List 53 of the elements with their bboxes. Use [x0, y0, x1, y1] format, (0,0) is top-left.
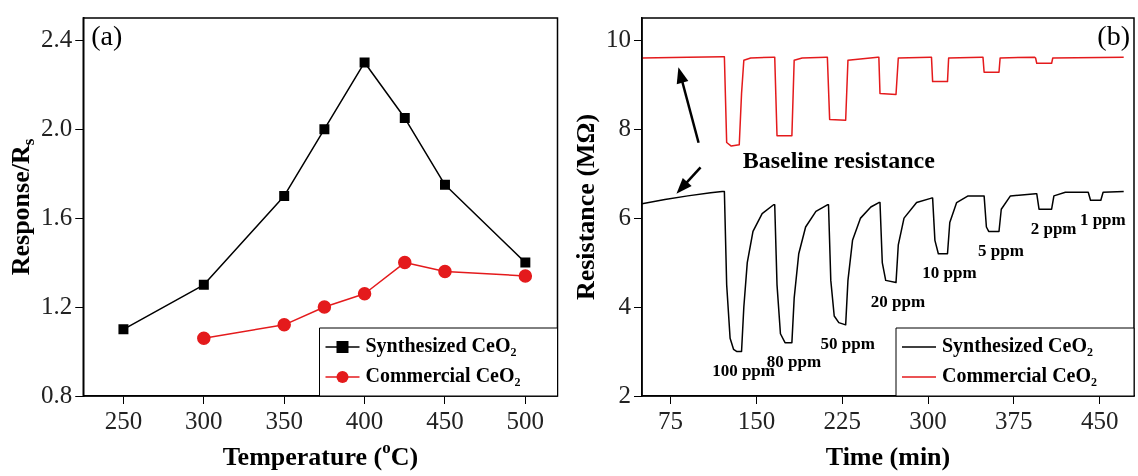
point	[277, 318, 291, 332]
point	[359, 57, 370, 68]
annotation: (b)	[1097, 20, 1130, 52]
point	[279, 190, 290, 201]
annotation: 5 ppm	[978, 240, 1024, 260]
point	[317, 300, 332, 314]
annotation: 1 ppm	[1079, 209, 1126, 229]
annotation: (a)	[91, 20, 123, 52]
y-tick-label: 1.2	[41, 291, 73, 319]
y-tick-label: 2.4	[41, 24, 73, 52]
annotation: 10 ppm	[922, 263, 977, 283]
x-tick-label: 375	[995, 406, 1033, 434]
x-tick-label: 300	[185, 406, 223, 434]
y-tick-label: 6	[618, 202, 631, 230]
point	[439, 179, 450, 190]
point	[198, 279, 209, 290]
x-tick-label: 250	[104, 406, 143, 434]
y-tick-label: 10	[606, 24, 631, 52]
x-tick-label: 500	[506, 406, 545, 434]
point	[197, 331, 211, 345]
y-tick-label: 0.8	[41, 380, 73, 408]
legend-label: Synthesized CeO₂	[942, 334, 1093, 358]
point	[399, 113, 410, 124]
x-tick-label: 400	[345, 406, 384, 434]
y-tick-label: 1.6	[41, 202, 73, 230]
x-tick-label: 300	[909, 406, 947, 434]
annotation: 20 ppm	[870, 291, 926, 311]
y-tick-label: 8	[618, 113, 631, 141]
point	[518, 269, 533, 283]
point	[438, 264, 452, 279]
point	[357, 286, 372, 301]
annotation: Baseline resistance	[742, 146, 936, 173]
x-tick-label: 150	[737, 406, 776, 434]
legend-label: Commercial CeO₂	[942, 364, 1098, 387]
x-tick-label: 450	[426, 406, 464, 434]
annotation: 50 ppm	[820, 334, 875, 354]
point	[118, 324, 129, 335]
y-axis-title: Response/Rs	[5, 138, 39, 276]
point	[520, 257, 531, 268]
x-tick-label: 350	[265, 406, 303, 434]
point	[319, 124, 330, 135]
y-tick-label: 2	[618, 380, 631, 408]
annotation: 2 ppm	[1030, 218, 1077, 238]
point	[398, 255, 412, 270]
y-tick-label: 4	[618, 291, 632, 319]
y-axis-title: Resistance (MΩ)	[570, 113, 600, 301]
y-tick-label: 2.0	[41, 113, 73, 141]
x-tick-label: 75	[658, 406, 684, 434]
x-axis-title: Time (min)	[825, 441, 951, 471]
x-tick-label: 225	[823, 406, 861, 434]
legend-label: Synthesized CeO₂	[365, 334, 517, 358]
x-tick-label: 450	[1080, 406, 1119, 434]
legend-label: Commercial CeO₂	[365, 364, 521, 387]
